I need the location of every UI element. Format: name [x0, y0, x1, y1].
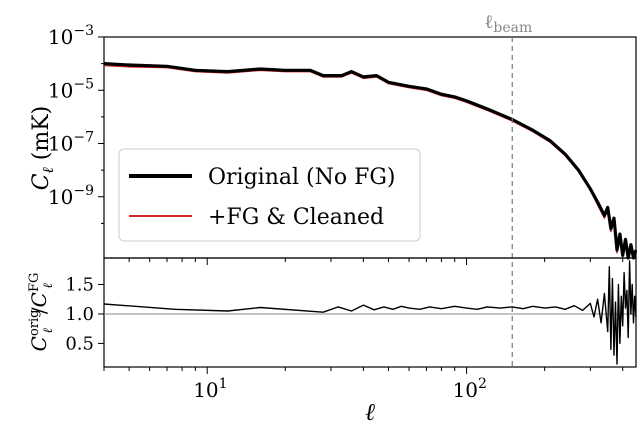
x-tick-label: 101 [193, 376, 227, 402]
ratio-panel: 0.5 1.0 1.5 101 102 Corigℓ/CFGℓ ℓ [27, 257, 637, 426]
ratio-y-tick-label: 0.5 [65, 333, 94, 354]
legend-label-original: Original (No FG) [208, 165, 396, 190]
y-tick-label: 10−7 [48, 130, 94, 156]
ratio-y-ticks: 0.5 1.0 1.5 [65, 275, 104, 354]
ratio-plot-frame [103, 257, 637, 368]
ratio-series-group [103, 260, 637, 365]
x-axis-label: ℓ [365, 398, 375, 426]
beam-scale-label: ℓbeam [484, 11, 532, 36]
legend-label-cleaned: +FG & Cleaned [208, 205, 384, 230]
ratio-y-axis-label: Corigℓ/CFGℓ [27, 273, 56, 352]
series-line-original [103, 62, 637, 260]
ratio-series-line [103, 260, 637, 365]
spectrum-panel: 10−3 10−5 10−7 10−9 ℓbeam Cℓ (mK) Original … [29, 11, 637, 367]
ratio-y-tick-label: 1.5 [65, 275, 94, 296]
ratio-y-tick-label: 1.0 [65, 304, 94, 325]
y-tick-label: 10−5 [48, 76, 94, 102]
spectrum-x-ticks [103, 258, 624, 265]
y-tick-label: 10−9 [48, 183, 94, 209]
spectrum-y-ticks: 10−3 10−5 10−7 10−9 [48, 23, 104, 224]
ratio-x-ticks: 101 102 [103, 367, 624, 402]
legend-box [118, 148, 421, 242]
legend: Original (No FG) +FG & Cleaned [118, 148, 421, 242]
spectrum-y-axis-label: Cℓ (mK) [29, 106, 57, 191]
spectrum-series-group [103, 62, 637, 260]
y-tick-label: 10−3 [48, 23, 94, 49]
x-tick-label: 102 [453, 376, 487, 402]
